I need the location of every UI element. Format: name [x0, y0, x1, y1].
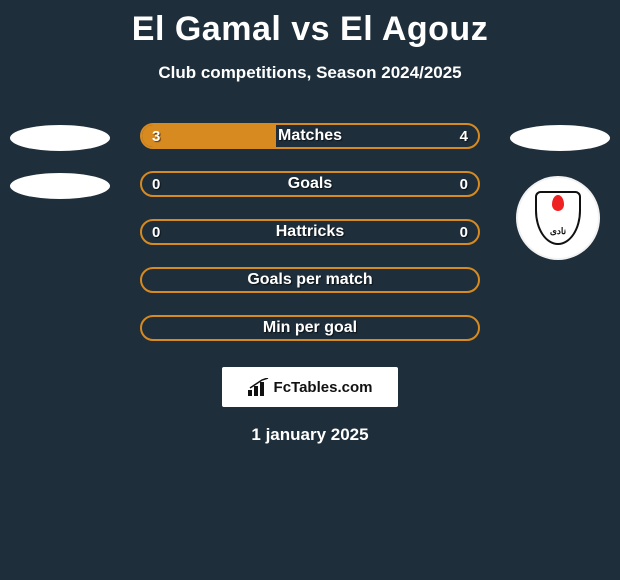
stat-bar-matches: 3Matches4 — [140, 123, 480, 149]
stat-row-matches: 3Matches4 — [0, 113, 620, 161]
stat-row-goals_per_match: Goals per match — [0, 257, 620, 305]
stat-bar-goals_per_match: Goals per match — [140, 267, 480, 293]
branding: FcTables.com — [222, 367, 398, 407]
stat-row-min_per_goal: Min per goal — [0, 305, 620, 353]
player1-marker — [10, 125, 110, 151]
bar-chart-icon — [248, 378, 270, 396]
shield-text: نادى — [535, 226, 581, 237]
stat-bar-hattricks: 0Hattricks0 — [140, 219, 480, 245]
shield-icon: نادى — [535, 191, 581, 245]
stat-label: Goals — [142, 175, 478, 193]
subtitle: Club competitions, Season 2024/2025 — [0, 63, 620, 83]
stat-label: Min per goal — [142, 319, 478, 337]
stat-label: Matches — [142, 127, 478, 145]
title-player1: El Gamal — [132, 10, 282, 48]
stat-bar-min_per_goal: Min per goal — [140, 315, 480, 341]
title-vs: vs — [291, 10, 330, 48]
club-badge: نادى — [516, 176, 600, 260]
player1-marker — [10, 173, 110, 199]
date-label: 1 january 2025 — [0, 425, 620, 445]
stat-right-value: 0 — [460, 221, 468, 243]
stat-label: Goals per match — [142, 271, 478, 289]
stat-right-value: 0 — [460, 173, 468, 195]
stat-label: Hattricks — [142, 223, 478, 241]
title-player2: El Agouz — [340, 10, 488, 48]
stat-right-value: 4 — [460, 125, 468, 147]
stat-bar-goals: 0Goals0 — [140, 171, 480, 197]
player2-marker — [510, 125, 610, 151]
branding-text: FcTables.com — [274, 379, 373, 396]
page-title: El Gamal vs El Agouz — [0, 0, 620, 49]
